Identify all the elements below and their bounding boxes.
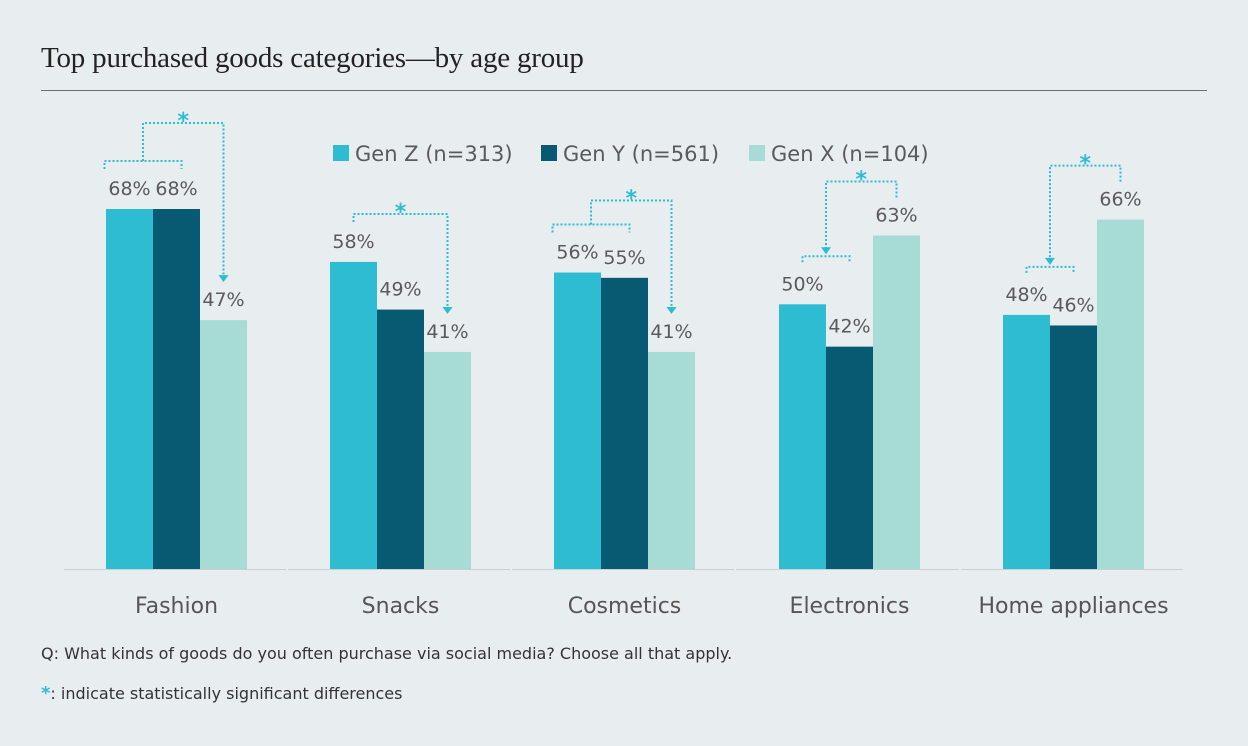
question-footnote: Q: What kinds of goods do you often purc… (41, 644, 733, 663)
data-label: 48% (1005, 284, 1047, 306)
bar-home-appliances-gen-z (1003, 314, 1050, 569)
data-label: 41% (426, 321, 468, 343)
x-tick-label: Home appliances (978, 594, 1168, 619)
significance-arrow (666, 306, 677, 314)
significance-connector (1049, 164, 1122, 261)
significance-star-icon: * (41, 683, 51, 704)
data-label: 41% (650, 321, 692, 343)
data-label: 63% (875, 204, 917, 226)
legend-swatch (333, 145, 349, 161)
x-tick-label: Fashion (135, 594, 218, 619)
significance-star: * (177, 109, 189, 134)
data-label: 49% (379, 279, 421, 301)
significance-bracket (103, 160, 183, 169)
significance-footnote: *: indicate statistically significant di… (41, 683, 402, 704)
x-tick-label: Cosmetics (568, 594, 682, 619)
data-label: 46% (1052, 294, 1094, 316)
data-label: 58% (332, 231, 374, 253)
significance-arrow (218, 275, 229, 283)
data-label: 68% (108, 178, 150, 200)
bar-electronics-gen-x (873, 235, 920, 569)
legend-label: Gen Z (n=313) (355, 142, 513, 166)
significance-star: * (395, 200, 407, 225)
chart-title: Top purchased goods categories—by age gr… (41, 42, 584, 74)
significance-connector (825, 180, 898, 251)
x-tick-label: Snacks (362, 594, 440, 619)
bar-snacks-gen-y (377, 309, 424, 569)
significance-bracket (551, 223, 631, 233)
significance-star: * (855, 167, 867, 192)
title-divider (41, 90, 1207, 91)
bar-snacks-gen-z (330, 261, 377, 569)
significance-star: * (625, 187, 637, 212)
significance-arrow (1045, 257, 1055, 265)
bar-electronics-gen-z (779, 304, 826, 569)
bar-fashion-gen-x (200, 320, 247, 569)
bar-home-appliances-gen-y (1050, 325, 1097, 569)
data-label: 56% (556, 242, 598, 264)
bar-cosmetics-gen-x (648, 351, 695, 569)
significance-arrow (442, 306, 453, 314)
legend-swatch (749, 145, 765, 161)
bar-fashion-gen-z (106, 209, 153, 569)
significance-star: * (1079, 152, 1091, 177)
bar-fashion-gen-y (153, 209, 200, 569)
data-label: 47% (202, 289, 244, 311)
significance-connector (352, 212, 449, 308)
data-label: 68% (155, 178, 197, 200)
bar-cosmetics-gen-y (601, 277, 648, 569)
significance-bracket (1025, 265, 1075, 273)
bar-electronics-gen-y (826, 346, 873, 569)
significance-arrow (821, 247, 831, 255)
significance-bracket (801, 255, 851, 263)
significance-footnote-text: : indicate statistically significant dif… (50, 684, 403, 703)
bar-snacks-gen-x (424, 351, 471, 569)
bar-cosmetics-gen-z (554, 272, 601, 569)
bar-home-appliances-gen-x (1097, 219, 1144, 569)
data-label: 66% (1099, 189, 1141, 211)
legend-label: Gen X (n=104) (771, 142, 929, 166)
data-label: 50% (781, 273, 823, 295)
x-tick-label: Electronics (790, 594, 910, 619)
data-label: 55% (603, 247, 645, 269)
significance-connector (590, 199, 673, 308)
data-label: 42% (828, 316, 870, 338)
legend-swatch (541, 145, 557, 161)
legend-label: Gen Y (n=561) (563, 142, 719, 166)
